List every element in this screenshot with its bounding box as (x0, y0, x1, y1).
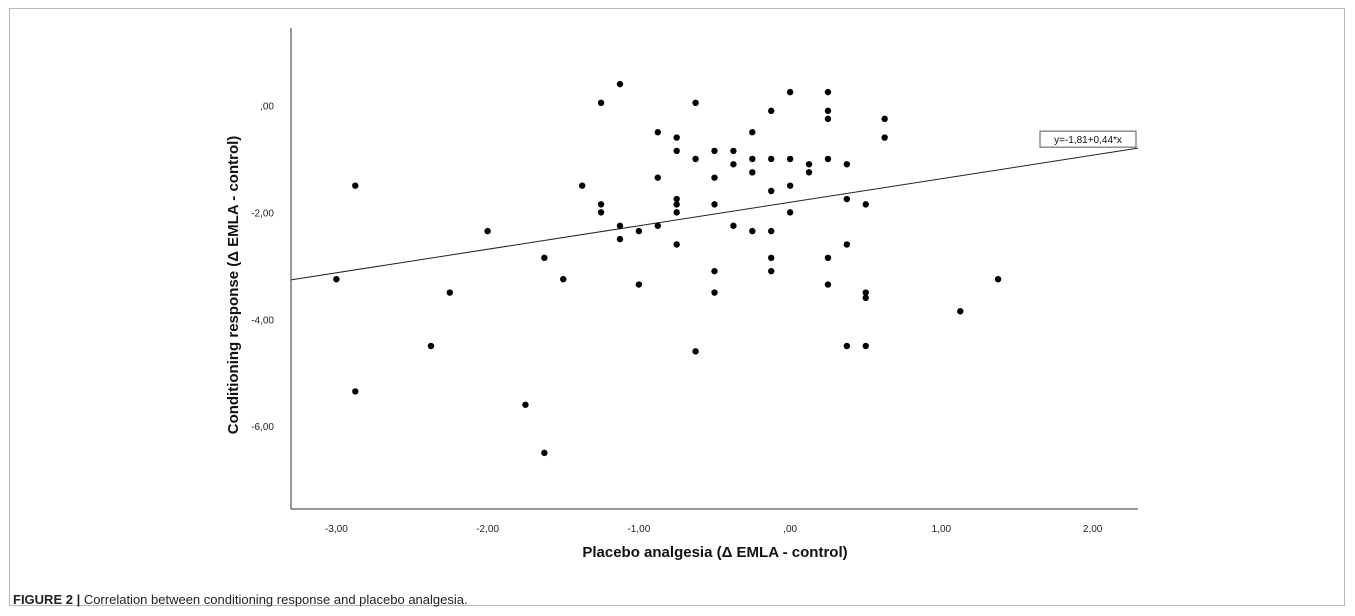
scatter-point (994, 275, 1002, 283)
scatter-point (881, 134, 888, 141)
scatter-point (616, 80, 624, 88)
scatter-point (862, 289, 869, 296)
scatter-point (711, 267, 718, 275)
scatter-point (824, 254, 832, 262)
scatter-point (484, 227, 491, 235)
scatter-point (352, 388, 359, 395)
scatter-point (843, 161, 851, 168)
y-axis-title: Conditioning response (Δ EMLA - control) (225, 136, 242, 435)
equation-box (1039, 130, 1137, 148)
x-tick-label: 2,00 (1083, 524, 1103, 535)
scatter-point (673, 147, 680, 155)
figure-caption: FIGURE 2 | Correlation between condition… (13, 592, 468, 607)
scatter-point (635, 281, 643, 288)
scatter-point (768, 155, 775, 163)
scatter-point (578, 182, 586, 189)
scatter-point (749, 129, 756, 136)
x-tick-label: -1,00 (627, 524, 650, 535)
figure-label: FIGURE 2 | (13, 592, 81, 607)
x-axis-title: Placebo analgesia (Δ EMLA - control) (582, 544, 847, 561)
scatter-point (881, 115, 888, 123)
scatter-point (692, 99, 699, 107)
scatter-point (616, 235, 624, 243)
equation-label: y=-1,81+0,44*x (1054, 135, 1122, 146)
scatter-point (711, 147, 718, 155)
scatter-point (597, 209, 605, 216)
scatter-point (654, 174, 661, 181)
scatter-point (446, 289, 454, 296)
scatter-point (843, 241, 851, 248)
scatter-point (824, 115, 832, 123)
scatter-point (616, 222, 624, 229)
scatter-point (824, 155, 832, 163)
scatter-point (824, 88, 832, 96)
y-tick-label: -2,00 (251, 208, 274, 219)
x-tick-label: ,00 (783, 524, 797, 535)
scatter-point (654, 129, 661, 136)
scatter-point (333, 275, 340, 283)
scatter-point (768, 107, 775, 115)
scatter-point (654, 222, 661, 229)
scatter-point (673, 241, 680, 248)
scatter-point (673, 195, 680, 203)
scatter-point (560, 275, 567, 283)
scatter-point (711, 174, 718, 181)
scatter-point (597, 201, 605, 208)
ticks: -3,00 -2,00 -1,00 ,00 1,00 2,00 ,00 -2,00 -4,00 -… (251, 101, 1103, 535)
scatter-point (786, 88, 794, 96)
scatter-point (673, 134, 680, 141)
scatter-point (541, 254, 548, 262)
scatter-point (862, 294, 869, 302)
scatter-point (786, 182, 794, 189)
scatter-point (352, 182, 359, 189)
data-points (333, 80, 1002, 457)
scatter-point (749, 169, 756, 176)
scatter-point (597, 99, 605, 107)
scatter-point (692, 155, 699, 163)
scatter-point (843, 342, 851, 350)
scatter-point (862, 342, 869, 350)
chart-frame (9, 8, 1345, 606)
scatter-point (711, 289, 718, 296)
scatter-point (427, 342, 435, 350)
scatter-point (805, 161, 813, 168)
scatter-point (843, 195, 851, 203)
y-tick-label: ,00 (260, 101, 274, 112)
scatter-point (692, 348, 699, 355)
y-tick-label: -6,00 (251, 422, 274, 433)
scatter-point (673, 209, 680, 216)
scatter-point (673, 201, 680, 208)
scatter-point (824, 281, 832, 288)
scatter-point (786, 209, 794, 216)
scatter-point (711, 201, 718, 208)
figure-caption-text: Correlation between conditioning respons… (80, 592, 468, 607)
y-tick-label: -4,00 (251, 315, 274, 326)
regression-line (290, 147, 1139, 281)
scatter-point (635, 227, 643, 235)
scatter-point (730, 222, 737, 229)
x-tick-label: 1,00 (932, 524, 952, 535)
scatter-point (730, 147, 737, 155)
scatter-point (522, 401, 529, 408)
scatter-point (768, 267, 775, 275)
scatter-point (824, 107, 832, 115)
scatter-point (805, 169, 813, 176)
scatter-point (749, 155, 756, 163)
x-tick-label: -2,00 (476, 524, 499, 535)
fit-line-group: y=-1,81+0,44*x (290, 130, 1139, 281)
scatter-point (541, 449, 548, 457)
scatter-point (957, 308, 964, 315)
x-tick-label: -3,00 (325, 524, 348, 535)
scatter-point (768, 187, 775, 195)
scatter-point (749, 227, 756, 235)
scatter-point (730, 161, 737, 168)
scatter-point (862, 201, 869, 208)
scatter-point (768, 227, 775, 235)
scatter-point (786, 155, 794, 163)
scatter-point (768, 254, 775, 262)
axes (290, 28, 1138, 510)
